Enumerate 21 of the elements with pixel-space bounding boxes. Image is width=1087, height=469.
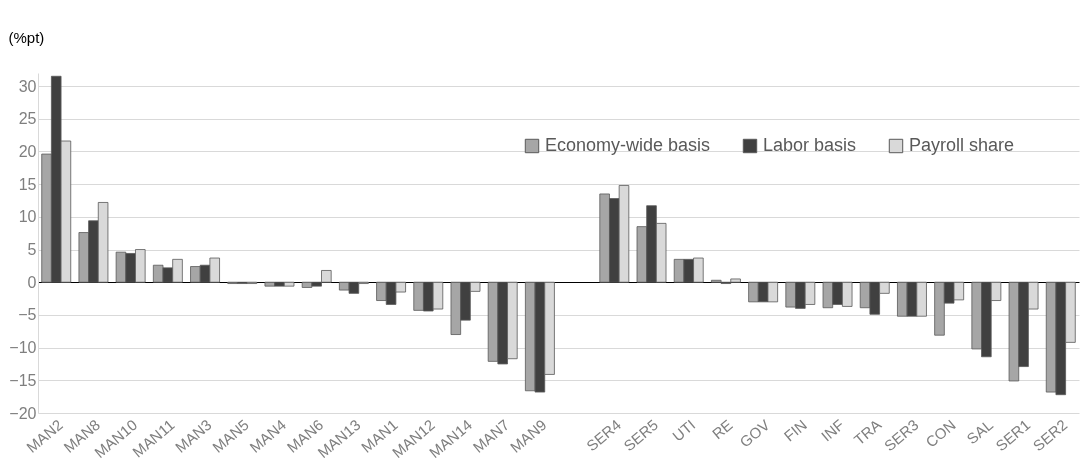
x-tick-label: INF — [817, 415, 848, 445]
x-tick-label: TRA — [850, 415, 885, 449]
legend-label: Labor basis — [763, 135, 857, 155]
x-tick-label: SAL — [963, 415, 996, 448]
legend-label: Payroll share — [909, 135, 1015, 155]
y-axis-title: (%pt) — [8, 28, 45, 46]
y-tick-label: 20 — [18, 142, 37, 160]
x-tick-label: RE — [708, 415, 736, 443]
y-tick-label: −20 — [9, 404, 37, 422]
y-tick-label: 10 — [18, 208, 37, 226]
y-tick-label: 30 — [18, 77, 37, 95]
y-tick-label: 25 — [18, 110, 37, 128]
y-tick-label: 15 — [18, 175, 37, 193]
x-tick-label: UTI — [668, 415, 699, 445]
x-tick-label: FIN — [780, 415, 810, 445]
legend-label: Economy-wide basis — [545, 135, 711, 155]
y-tick-label: 5 — [27, 241, 37, 259]
y-tick-label: −15 — [9, 371, 37, 389]
y-tick-label: −5 — [18, 306, 37, 324]
y-tick-label: −10 — [9, 339, 37, 357]
y-tick-label: 0 — [27, 273, 37, 291]
